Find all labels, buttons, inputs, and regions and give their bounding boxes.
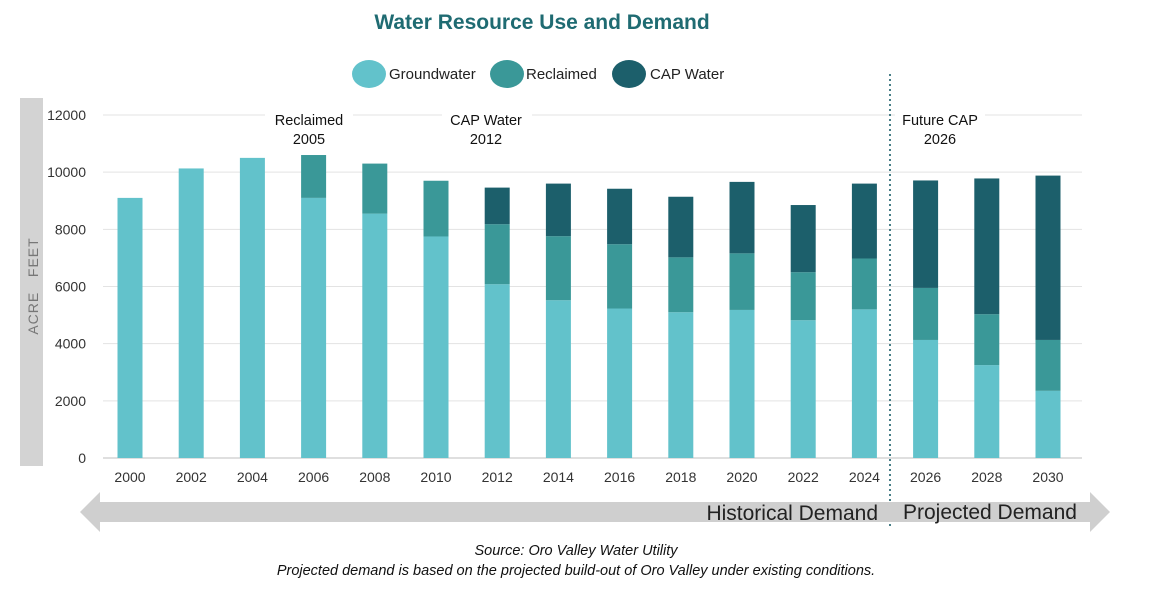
bar-reclaimed-2026	[913, 287, 939, 340]
chart-title: Water Resource Use and Demand	[374, 11, 709, 34]
bar-cap-water-2030	[1035, 175, 1061, 340]
bars	[117, 155, 1061, 458]
legend-swatch-reclaimed	[490, 60, 524, 88]
bar-groundwater-2000	[117, 197, 143, 458]
bar-groundwater-2014	[545, 300, 571, 458]
bar-reclaimed-2028	[974, 314, 1000, 366]
x-tick-label: 2024	[849, 469, 880, 485]
legend-label-cap-water: CAP Water	[650, 66, 724, 83]
x-tick-label: 2004	[237, 469, 268, 485]
y-tick-label: 8000	[55, 221, 86, 237]
bar-cap-water-2024	[851, 183, 877, 259]
bar-cap-water-2028	[974, 178, 1000, 315]
bar-groundwater-2016	[607, 308, 633, 458]
annotation-future-cap-title: Future CAP	[902, 113, 978, 129]
bar-groundwater-2006	[301, 197, 327, 458]
bar-cap-water-2018	[668, 196, 694, 258]
y-tick-label: 10000	[47, 164, 86, 180]
legend-label-reclaimed: Reclaimed	[526, 66, 597, 83]
bar-groundwater-2008	[362, 213, 388, 458]
x-tick-label: 2000	[114, 469, 145, 485]
bar-reclaimed-2008	[362, 163, 388, 214]
bar-groundwater-2024	[851, 309, 877, 458]
y-tick-label: 6000	[55, 279, 86, 295]
legend-swatch-cap-water	[612, 60, 646, 88]
bar-groundwater-2020	[729, 309, 755, 458]
x-tick-label: 2010	[420, 469, 451, 485]
annotation-reclaimed-title: Reclaimed	[275, 113, 344, 129]
bar-cap-water-2026	[913, 180, 939, 288]
x-tick-label: 2030	[1032, 469, 1063, 485]
x-tick-label: 2006	[298, 469, 329, 485]
y-tick-label: 2000	[55, 393, 86, 409]
y-ticks: 0 2000 4000 6000 8000 10000 12000	[47, 107, 86, 466]
bar-reclaimed-2012	[484, 224, 510, 285]
y-tick-label: 12000	[47, 107, 86, 123]
x-tick-label: 2012	[482, 469, 513, 485]
bar-groundwater-2026	[913, 339, 939, 458]
x-tick-label: 2016	[604, 469, 635, 485]
bar-reclaimed-2020	[729, 253, 755, 310]
bar-groundwater-2010	[423, 236, 449, 458]
annotation-bg-future-cap	[895, 109, 985, 149]
annotation-cap-title: CAP Water	[450, 113, 522, 129]
bar-reclaimed-2024	[851, 258, 877, 310]
timeline-arrow	[80, 492, 1110, 532]
x-tick-label: 2028	[971, 469, 1002, 485]
projection-note: Projected demand is based on the project…	[276, 563, 876, 579]
bar-reclaimed-2014	[545, 236, 571, 301]
bar-reclaimed-2016	[607, 244, 633, 309]
annotations: Reclaimed 2005 CAP Water 2012 Future CAP…	[265, 109, 985, 149]
bar-groundwater-2030	[1035, 390, 1061, 458]
x-ticks: 2000 2002 2004 2006 2008 2010 2012 2014 2016 2018…	[114, 469, 1063, 485]
legend-swatch-groundwater	[352, 60, 386, 88]
x-tick-label: 2022	[788, 469, 819, 485]
x-tick-label: 2018	[665, 469, 696, 485]
projected-demand-label: Projected Demand	[903, 501, 1077, 524]
annotation-bg-reclaimed	[265, 109, 353, 149]
x-tick-label: 2014	[543, 469, 574, 485]
annotation-reclaimed-year: 2005	[293, 132, 325, 148]
x-tick-label: 2026	[910, 469, 941, 485]
legend-label-groundwater: Groundwater	[389, 66, 476, 83]
bar-groundwater-2022	[790, 320, 816, 458]
bar-groundwater-2004	[239, 157, 265, 458]
bar-reclaimed-2022	[790, 272, 816, 321]
x-tick-label: 2002	[176, 469, 207, 485]
historical-demand-label: Historical Demand	[706, 502, 878, 525]
x-tick-label: 2020	[726, 469, 757, 485]
bar-reclaimed-2006	[301, 155, 327, 198]
bar-cap-water-2016	[607, 188, 633, 245]
x-tick-label: 2008	[359, 469, 390, 485]
y-tick-label: 4000	[55, 336, 86, 352]
annotation-cap-year: 2012	[470, 132, 502, 148]
y-axis-label: ACRE FEET	[25, 237, 41, 334]
source-note: Source: Oro Valley Water Utility	[474, 543, 678, 559]
bar-cap-water-2014	[545, 183, 571, 237]
bar-reclaimed-2010	[423, 180, 449, 237]
bar-groundwater-2028	[974, 365, 1000, 458]
bar-groundwater-2012	[484, 284, 510, 458]
bar-reclaimed-2030	[1035, 339, 1061, 391]
bar-cap-water-2020	[729, 181, 755, 254]
y-tick-label: 0	[78, 450, 86, 466]
annotation-bg-cap	[442, 109, 532, 149]
bar-cap-water-2012	[484, 187, 510, 225]
bar-groundwater-2018	[668, 312, 694, 458]
bar-reclaimed-2018	[668, 257, 694, 313]
bar-groundwater-2002	[178, 168, 204, 458]
bar-cap-water-2022	[790, 205, 816, 273]
y-axis-label-band	[20, 98, 43, 466]
legend: Groundwater Reclaimed CAP Water	[352, 60, 724, 88]
annotation-future-cap-year: 2026	[924, 132, 956, 148]
